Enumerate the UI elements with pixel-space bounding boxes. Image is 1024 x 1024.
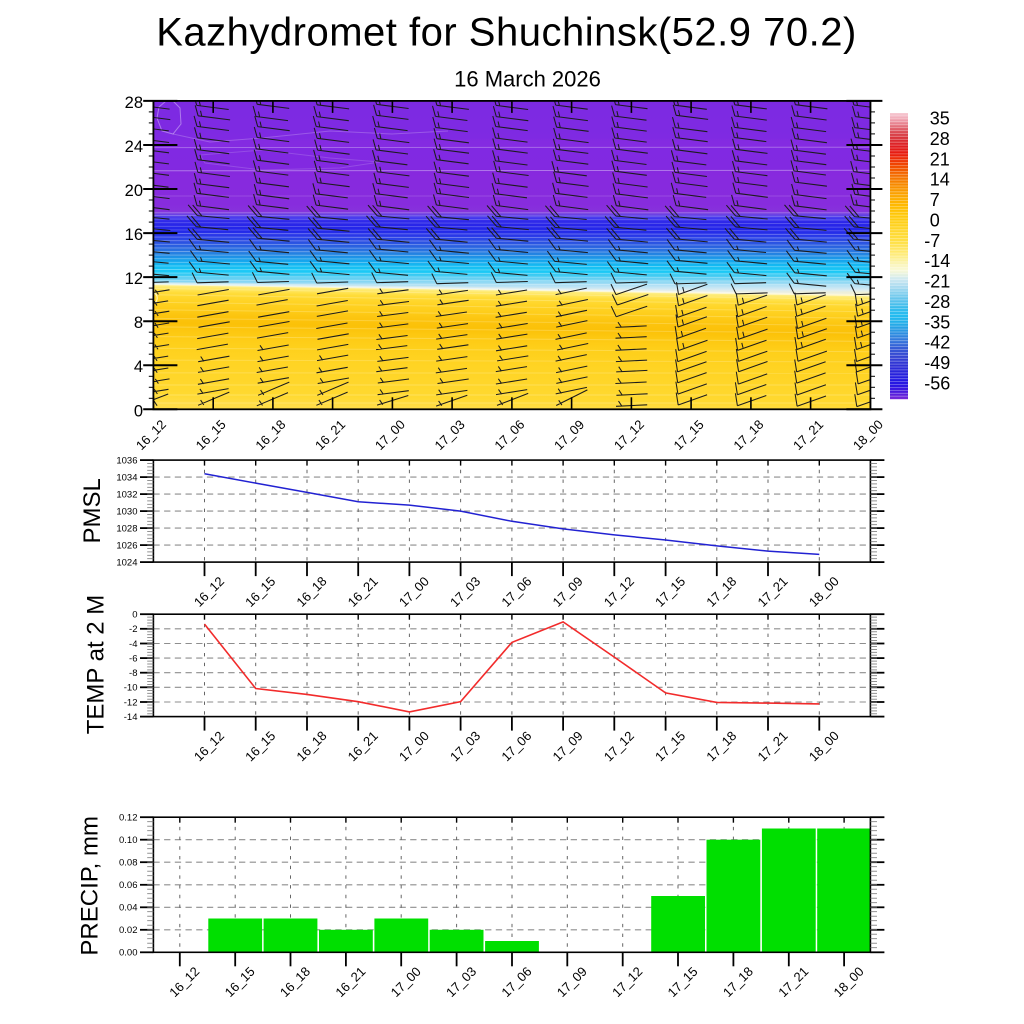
svg-text:PRECIP, mm: PRECIP, mm (77, 816, 104, 956)
svg-text:7: 7 (930, 190, 940, 210)
svg-text:-12: -12 (124, 697, 138, 708)
svg-text:-8: -8 (129, 668, 137, 679)
svg-text:4: 4 (134, 358, 143, 376)
svg-text:-35: -35 (924, 312, 950, 332)
svg-text:-7: -7 (924, 231, 940, 251)
svg-text:16 March 2026: 16 March 2026 (454, 66, 601, 91)
svg-text:1030: 1030 (116, 507, 137, 518)
svg-text:21: 21 (930, 149, 950, 169)
svg-text:-21: -21 (924, 272, 950, 292)
svg-text:TEMP at 2 M: TEMP at 2 M (83, 595, 110, 735)
svg-text:20: 20 (125, 182, 143, 200)
svg-text:0.04: 0.04 (119, 903, 138, 914)
svg-text:Kazhydromet for Shuchinsk(52.9: Kazhydromet for Shuchinsk(52.9 70.2) (156, 11, 857, 55)
svg-text:1024: 1024 (116, 558, 137, 569)
svg-text:-56: -56 (924, 373, 950, 393)
svg-text:35: 35 (930, 109, 950, 129)
svg-text:1032: 1032 (116, 490, 137, 501)
svg-text:0.00: 0.00 (119, 948, 138, 959)
svg-text:-14: -14 (924, 251, 950, 271)
svg-text:-14: -14 (124, 712, 138, 723)
svg-text:0.12: 0.12 (119, 813, 138, 824)
svg-text:28: 28 (930, 129, 950, 149)
svg-text:0: 0 (930, 210, 940, 230)
svg-text:1026: 1026 (116, 541, 137, 552)
svg-text:-2: -2 (129, 624, 137, 635)
svg-text:-6: -6 (129, 654, 137, 665)
svg-text:8: 8 (134, 314, 143, 332)
svg-text:-4: -4 (129, 639, 137, 650)
svg-text:1036: 1036 (116, 456, 137, 467)
svg-text:24: 24 (125, 138, 143, 156)
svg-text:16: 16 (125, 226, 143, 244)
svg-text:1034: 1034 (116, 473, 137, 484)
svg-text:0.06: 0.06 (119, 880, 138, 891)
svg-text:28: 28 (125, 94, 143, 112)
svg-text:0.08: 0.08 (119, 858, 138, 869)
svg-text:-42: -42 (924, 333, 950, 353)
svg-text:PMSL: PMSL (79, 478, 106, 543)
svg-text:0: 0 (132, 610, 137, 621)
svg-text:0.10: 0.10 (119, 835, 138, 846)
svg-text:14: 14 (930, 170, 950, 190)
svg-text:0.02: 0.02 (119, 925, 138, 936)
svg-text:-28: -28 (924, 292, 950, 312)
svg-text:12: 12 (125, 270, 143, 288)
svg-text:1028: 1028 (116, 524, 137, 535)
svg-text:0: 0 (134, 402, 143, 420)
svg-text:-10: -10 (124, 683, 138, 694)
svg-text:-49: -49 (924, 353, 950, 373)
